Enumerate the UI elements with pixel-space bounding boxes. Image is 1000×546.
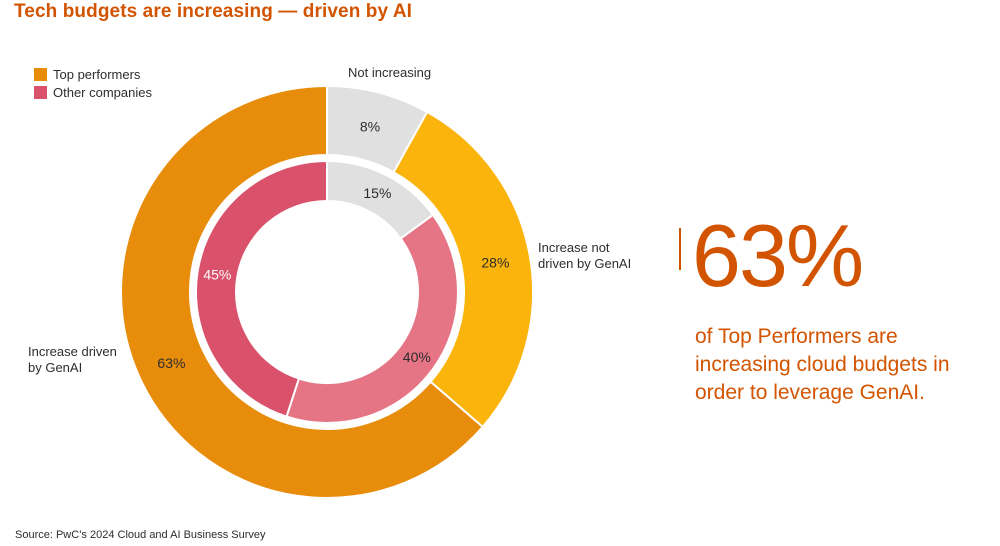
outer-ring-value-label: 63% — [157, 355, 185, 371]
source-note: Source: PwC’s 2024 Cloud and AI Business… — [15, 529, 266, 541]
inner-ring-value-label: 15% — [363, 185, 391, 201]
legend: Top performers Other companies — [34, 66, 152, 101]
legend-label-top-performers: Top performers — [53, 67, 141, 83]
legend-label-other-companies: Other companies — [53, 84, 152, 100]
category-label-increase-genai: Increase driven by GenAI — [28, 344, 117, 375]
outer-ring-value-label: 8% — [360, 118, 380, 134]
inner-ring-value-label: 40% — [403, 349, 431, 365]
outer-ring-slice-increase-genai — [120, 84, 485, 499]
stat-accent-rule — [679, 228, 681, 270]
chart-title: Tech budgets are increasing — driven by … — [14, 1, 413, 22]
category-label-increase-not-genai: Increase not driven by GenAI — [538, 240, 631, 271]
inner-ring-slice-increase-genai — [195, 159, 328, 418]
stat-line: order to leverage GenAI. — [695, 381, 925, 404]
stat-value: 63% — [692, 206, 864, 305]
legend-item-top-performers: Top performers — [34, 66, 152, 84]
legend-swatch-top-performers — [34, 68, 47, 82]
stat-line: increasing cloud budgets in — [695, 353, 950, 376]
inner-ring-value-label: 45% — [203, 267, 231, 283]
inner-ring-slice-increase-not-genai — [285, 213, 459, 424]
outer-ring-value-label: 28% — [481, 254, 509, 270]
legend-item-other-companies: Other companies — [34, 84, 152, 102]
legend-swatch-other-companies — [34, 85, 47, 99]
stat-line: of Top Performers are — [695, 325, 898, 348]
outer-ring-slice-increase-not-genai — [392, 110, 534, 429]
stat-description: of Top Performers are increasing cloud b… — [695, 323, 985, 407]
category-label-not-increasing: Not increasing — [348, 65, 431, 80]
